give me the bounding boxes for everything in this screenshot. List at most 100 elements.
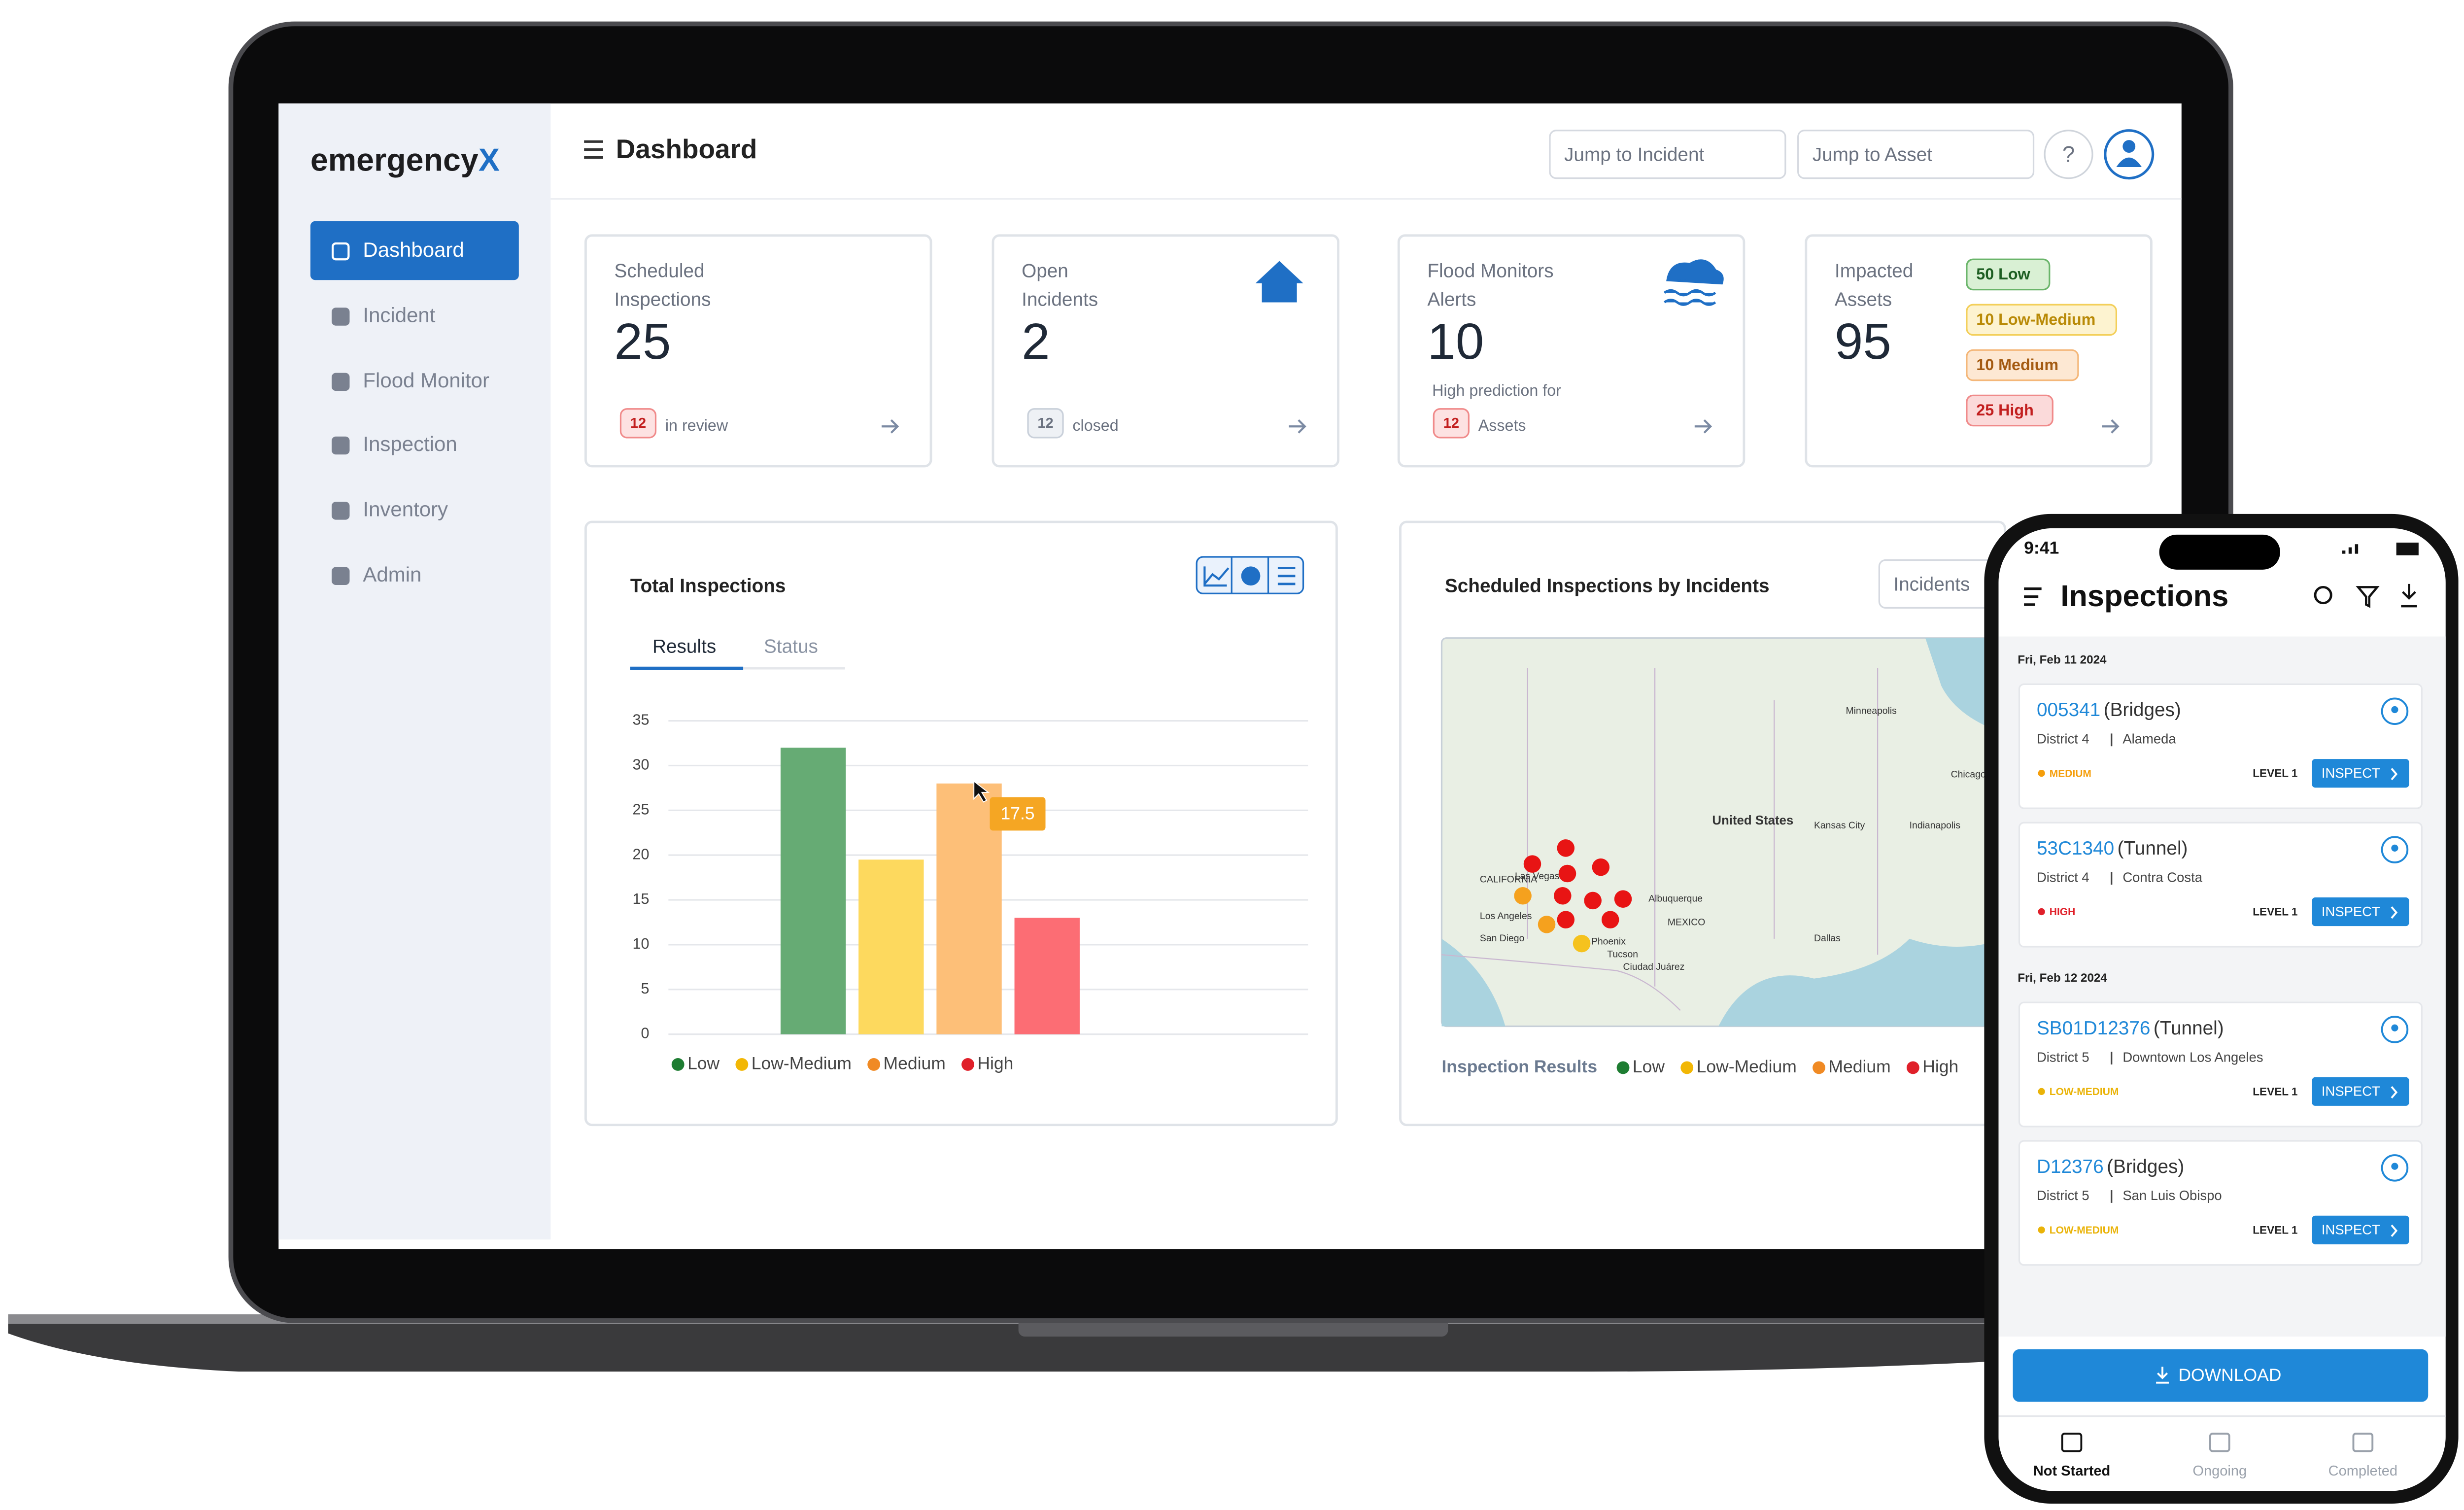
- card-value: 25: [615, 312, 671, 370]
- download-icon[interactable]: [2401, 583, 2417, 608]
- map-marker[interactable]: [1614, 890, 1632, 908]
- help-text[interactable]: ?: [2062, 141, 2075, 167]
- map-borders: [1441, 668, 1879, 1011]
- user-body: [2116, 157, 2142, 168]
- tab-icon[interactable]: [2061, 1433, 2083, 1452]
- item-id[interactable]: 005341: [2037, 699, 2100, 721]
- phone-title: Inspections: [2060, 579, 2228, 613]
- nav-item[interactable]: Dashboard: [363, 238, 464, 261]
- inspect-button[interactable]: [2312, 1077, 2409, 1106]
- card-value: 10: [1427, 312, 1484, 370]
- map-label: MEXICO: [1668, 917, 1705, 928]
- dropdown-text[interactable]: Incidents: [1893, 574, 1970, 595]
- inspect-label[interactable]: INSPECT: [2322, 1222, 2380, 1237]
- inspect-label[interactable]: INSPECT: [2322, 1084, 2380, 1099]
- item-place: San Luis Obispo: [2122, 1188, 2222, 1203]
- map-marker[interactable]: [1538, 916, 1556, 933]
- filter-icon[interactable]: [2356, 586, 2380, 608]
- risk-label: LOW-MEDIUM: [2050, 1225, 2119, 1236]
- tab-icon[interactable]: [2352, 1433, 2374, 1452]
- tab-label[interactable]: Not Started: [2033, 1463, 2111, 1479]
- brand-main: emergency: [310, 142, 479, 177]
- item-id[interactable]: SB01D12376: [2037, 1018, 2150, 1039]
- nav-item[interactable]: Incident: [363, 304, 435, 327]
- inspect-label[interactable]: INSPECT: [2322, 904, 2380, 919]
- search-placeholder[interactable]: Jump to Incident: [1564, 144, 1704, 166]
- item-place: Contra Costa: [2122, 869, 2202, 885]
- page-title: Dashboard: [616, 134, 757, 164]
- search-box[interactable]: [1797, 130, 2035, 179]
- tab-icon[interactable]: [2209, 1433, 2230, 1452]
- map-marker[interactable]: [1514, 887, 1532, 905]
- download-label[interactable]: DOWNLOAD: [2178, 1365, 2281, 1385]
- map-marker[interactable]: [1592, 858, 1610, 876]
- risk-dot: [2038, 908, 2045, 916]
- help-button[interactable]: [2044, 130, 2093, 179]
- nav-icon: [331, 242, 350, 261]
- item-id[interactable]: D12376: [2037, 1156, 2104, 1177]
- nav-item[interactable]: Flood Monitor: [363, 369, 489, 392]
- pin-dot: [2391, 1024, 2398, 1031]
- map-marker[interactable]: [1557, 911, 1575, 928]
- status-time: 9:41: [2024, 538, 2059, 557]
- map-marker[interactable]: [1584, 892, 1602, 910]
- y-tick-label: 20: [632, 846, 649, 862]
- nav-icon: [331, 567, 350, 585]
- level-label: LEVEL 1: [2253, 1085, 2297, 1098]
- nav-icon: [331, 373, 350, 391]
- nav-item[interactable]: Inspection: [363, 432, 457, 455]
- y-tick-label: 35: [632, 712, 649, 728]
- pie-icon[interactable]: [1241, 566, 1261, 586]
- item-id[interactable]: 53C1340: [2037, 838, 2114, 859]
- map-marker[interactable]: [1558, 864, 1576, 883]
- arrow-icon: [1694, 419, 1712, 434]
- legend-label: Low: [687, 1053, 719, 1073]
- legend-dot: [961, 1058, 974, 1071]
- risk-label: HIGH: [2050, 906, 2075, 918]
- search-icon[interactable]: [2314, 585, 2332, 605]
- level-pill: [1966, 258, 2051, 291]
- map-label: Dallas: [1814, 933, 1841, 944]
- level-pill-text: 10 Low-Medium: [1976, 310, 2095, 328]
- map-marker[interactable]: [1573, 934, 1591, 953]
- y-tick-label: 0: [641, 1025, 650, 1042]
- tab-label[interactable]: Completed: [2328, 1463, 2397, 1479]
- badge: [619, 408, 657, 439]
- map-marker[interactable]: [1554, 887, 1572, 905]
- map-legend-title: Inspection Results: [1441, 1057, 1597, 1076]
- tab[interactable]: Results: [652, 636, 716, 657]
- legend-label: Medium: [1828, 1057, 1890, 1076]
- badge-text: 12: [1443, 415, 1459, 431]
- risk-label: MEDIUM: [2050, 768, 2091, 779]
- legend-label: Low-Medium: [1697, 1057, 1797, 1076]
- download-button[interactable]: [2013, 1349, 2429, 1402]
- nav-item[interactable]: Admin: [363, 563, 421, 586]
- line-chart-icon[interactable]: [1203, 566, 1230, 587]
- inspect-button[interactable]: [2312, 897, 2409, 927]
- date-header: Fri, Feb 12 2024: [2018, 971, 2107, 985]
- risk-dot: [2038, 770, 2045, 777]
- map-marker[interactable]: [1557, 839, 1575, 857]
- inspect-button[interactable]: [2312, 759, 2409, 788]
- chevron: [2391, 768, 2398, 781]
- tab-label[interactable]: Ongoing: [2192, 1463, 2247, 1479]
- map-marker[interactable]: [1601, 911, 1619, 928]
- item-title: 005341 (Bridges): [2037, 699, 2181, 721]
- item-kind: (Bridges): [2104, 699, 2181, 721]
- inspect-label[interactable]: INSPECT: [2322, 765, 2380, 781]
- status-icons: [2342, 542, 2419, 555]
- search-box[interactable]: [1549, 130, 1786, 179]
- user-button[interactable]: [2104, 129, 2155, 180]
- map-marker[interactable]: [1523, 855, 1541, 873]
- map-label: Tucson: [1607, 949, 1638, 960]
- search-placeholder[interactable]: Jump to Asset: [1813, 144, 1933, 166]
- legend-dot: [867, 1058, 881, 1071]
- tab[interactable]: Status: [764, 636, 818, 657]
- nav-item[interactable]: Inventory: [363, 497, 448, 520]
- pin-dot: [2391, 844, 2398, 852]
- arrow-icon: [2102, 419, 2120, 434]
- inspect-button[interactable]: [2312, 1215, 2409, 1244]
- y-tick-label: 5: [641, 980, 650, 997]
- item-title: 53C1340 (Tunnel): [2037, 838, 2188, 859]
